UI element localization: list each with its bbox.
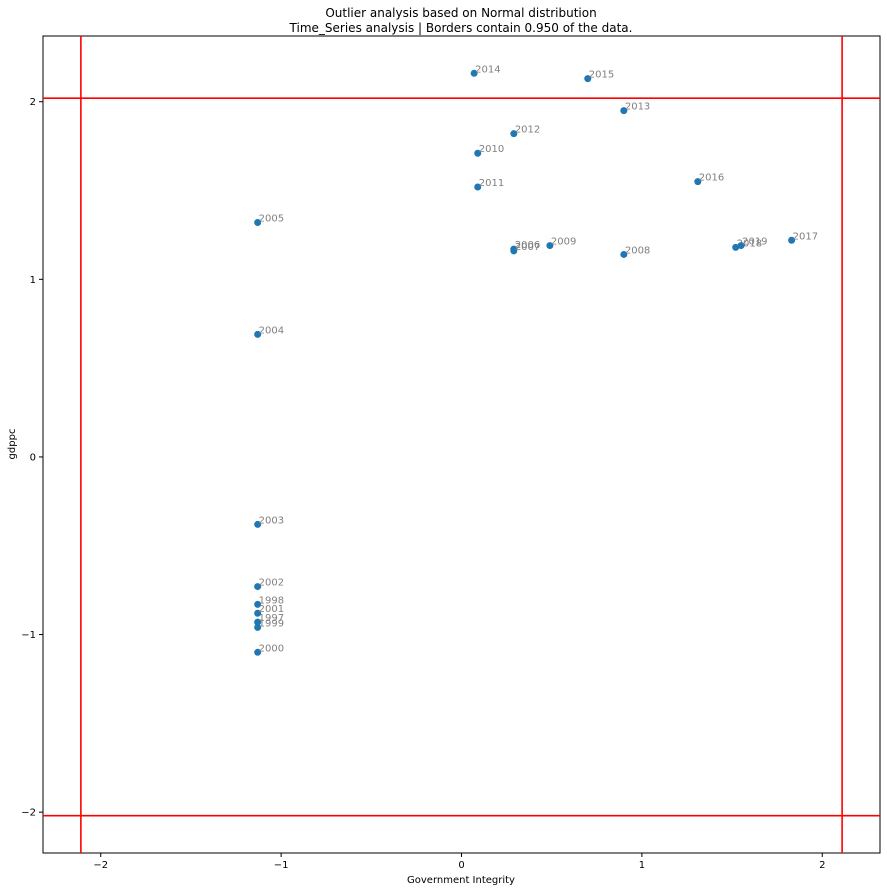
- data-point-label: 2007: [515, 242, 540, 253]
- y-tick-label: 0: [30, 452, 36, 463]
- data-point: [254, 583, 262, 591]
- data-point-label: 2012: [515, 125, 540, 136]
- y-tick-label: −2: [21, 808, 36, 819]
- data-point: [620, 107, 628, 115]
- data-point: [254, 648, 262, 656]
- x-tick-label: 1: [639, 860, 645, 871]
- data-point-label: 2011: [479, 178, 504, 189]
- data-point-label: 1998: [259, 595, 284, 606]
- data-point: [584, 75, 592, 83]
- data-point-label: 2000: [259, 643, 284, 654]
- data-point: [254, 330, 262, 338]
- plot-frame: [42, 35, 881, 854]
- data-point: [254, 618, 262, 626]
- data-point-label: 2014: [475, 64, 500, 75]
- x-tick-label: −2: [93, 860, 108, 871]
- data-point: [694, 178, 702, 186]
- data-point-label: 2002: [259, 578, 284, 589]
- data-point-label: 1997: [259, 613, 284, 624]
- x-tick-label: 0: [458, 860, 464, 871]
- data-point: [737, 242, 745, 250]
- data-point-label: 2008: [625, 245, 650, 256]
- data-point-label: 2015: [589, 70, 614, 81]
- data-point-label: 1999: [259, 618, 284, 629]
- data-point-label: 2018: [737, 238, 762, 249]
- data-point: [254, 600, 262, 608]
- data-point: [254, 520, 262, 528]
- data-point: [788, 236, 796, 244]
- y-axis-label: gdppc: [7, 429, 18, 460]
- chart-title: Outlier analysis based on Normal distrib…: [325, 6, 596, 20]
- chart-subtitle: Time_Series analysis | Borders contain 0…: [289, 21, 633, 35]
- data-point: [254, 623, 262, 631]
- data-point-label: 2001: [259, 604, 284, 615]
- data-point: [254, 609, 262, 617]
- data-point: [620, 250, 628, 258]
- data-point: [474, 183, 482, 191]
- plot-area: −2 −1 0 1 2 −2 −1 0 1 2 1997 1998 1999 2000 2001 2002 20…: [21, 35, 881, 871]
- x-tick-label: 2: [819, 860, 825, 871]
- data-point-label: 2005: [259, 213, 284, 224]
- data-point: [470, 69, 478, 77]
- data-point: [254, 218, 262, 226]
- y-tick-label: 1: [30, 275, 36, 286]
- data-point: [510, 247, 518, 255]
- data-point-label: 2004: [259, 325, 284, 336]
- y-tick-label: −1: [21, 630, 36, 641]
- data-point-label: 2019: [742, 237, 767, 248]
- data-point-label: 2016: [699, 173, 724, 184]
- data-point: [732, 243, 740, 251]
- data-point-label: 2010: [479, 144, 504, 155]
- data-point-label: 2009: [551, 237, 576, 248]
- data-point: [474, 149, 482, 157]
- x-tick-label: −1: [274, 860, 289, 871]
- data-point-label: 2013: [625, 102, 650, 113]
- data-point-label: 2003: [259, 515, 284, 526]
- data-point-label: 2017: [793, 231, 818, 242]
- data-point: [510, 130, 518, 138]
- y-tick-label: 2: [30, 97, 36, 108]
- data-point-label: 2006: [515, 240, 540, 251]
- x-axis-label: Government Integrity: [407, 875, 515, 886]
- data-point: [546, 242, 554, 250]
